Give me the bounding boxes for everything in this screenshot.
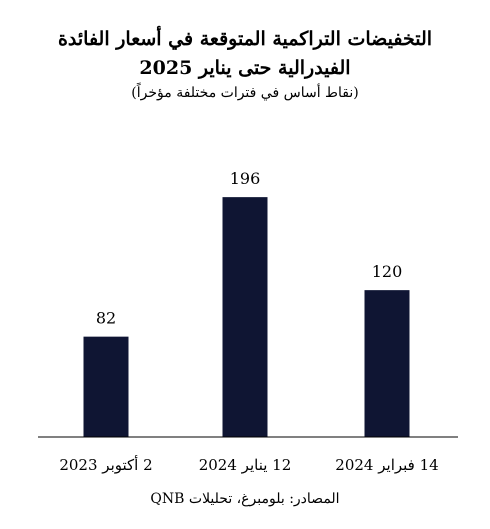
value-label-1: 82 — [96, 309, 116, 328]
category-label-2: 12 يناير 2024 — [199, 456, 292, 474]
value-label-3: 120 — [372, 262, 403, 281]
chart-title-line1: التخفيضات التراكمية المتوقعة في أسعار ال… — [57, 28, 433, 50]
category-label-1: 2 أكتوبر 2023 — [59, 455, 152, 474]
chart-title-line2: الفيدرالية حتى يناير 2025 — [139, 57, 351, 79]
category-label-3: 14 فبراير 2024 — [335, 456, 438, 474]
value-label-2: 196 — [230, 169, 261, 188]
bar-2 — [222, 197, 268, 437]
bar-1 — [83, 336, 129, 437]
bars-group — [83, 197, 410, 437]
category-labels-group: 2 أكتوبر 2023 12 يناير 2024 14 فبراير 2024 — [59, 455, 438, 474]
source-note: المصادر: بلومبرغ، تحليلات QNB — [150, 491, 340, 507]
chart-subtitle: (نقاط أساس في فترات مختلفة مؤخراً) — [131, 85, 359, 101]
bar-3 — [364, 290, 410, 437]
value-labels-group: 82 196 120 — [96, 169, 402, 328]
